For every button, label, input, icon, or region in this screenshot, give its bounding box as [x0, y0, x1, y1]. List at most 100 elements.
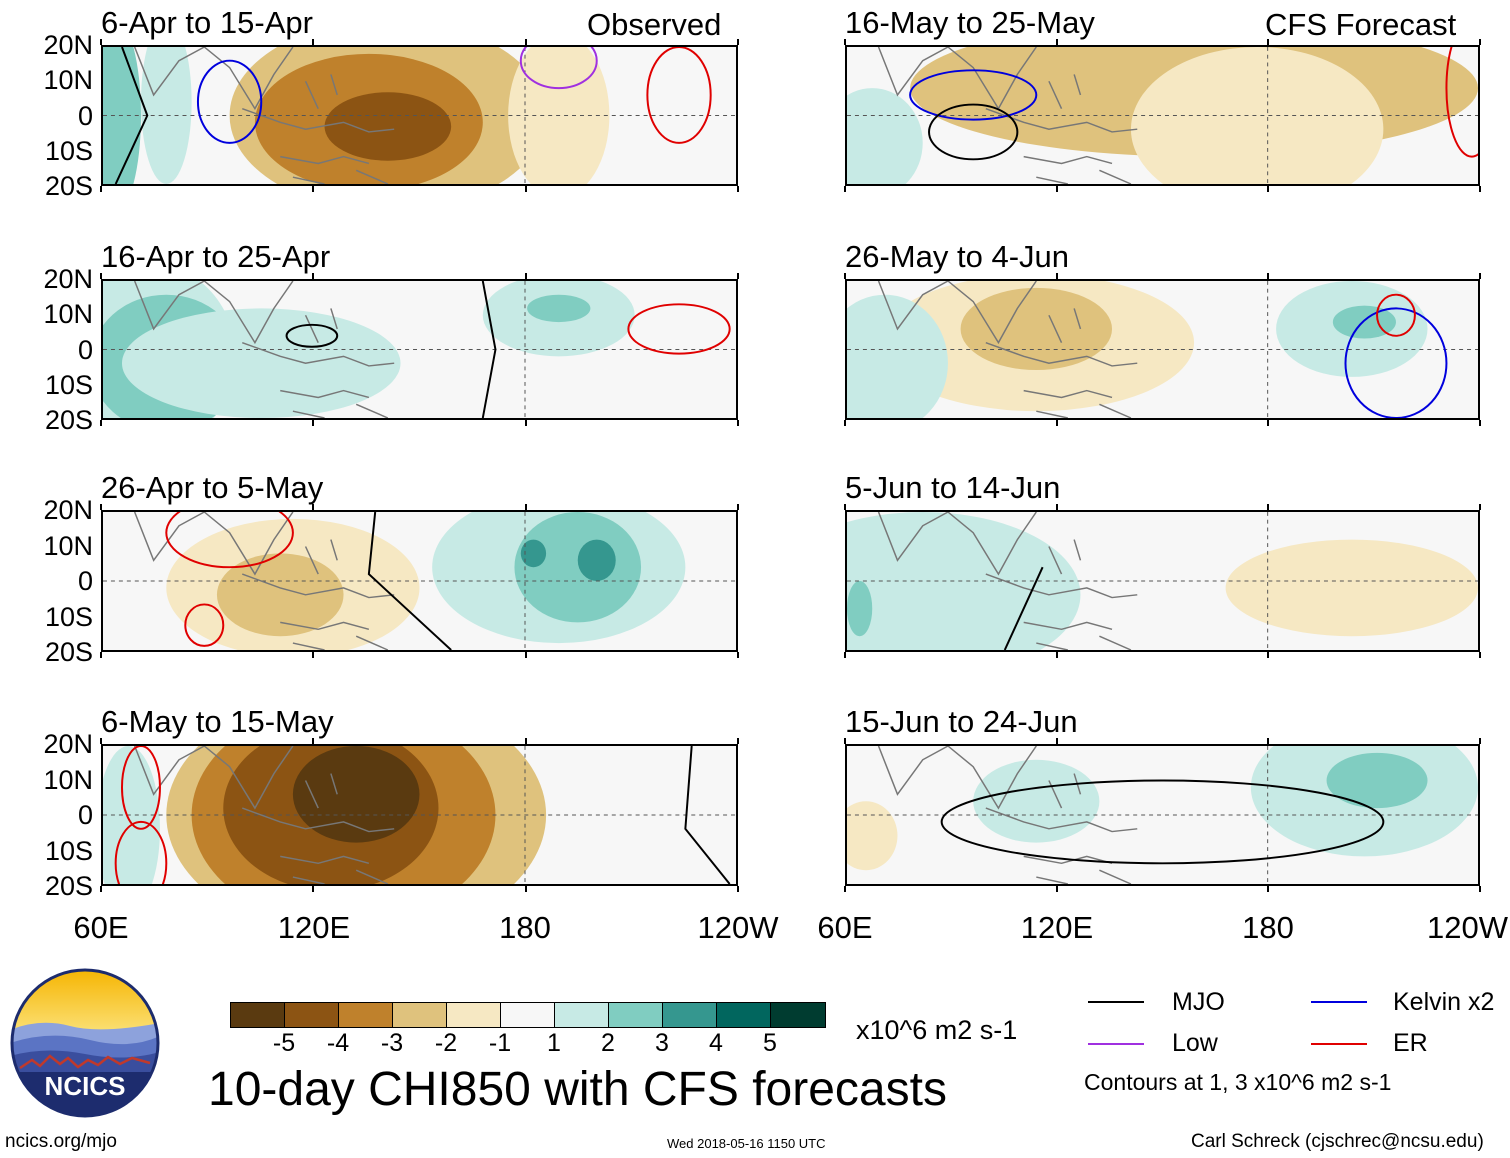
- axis-tick: [1267, 273, 1270, 279]
- wave-contour: [196, 59, 263, 144]
- wave-contour: [184, 603, 225, 647]
- panel-title: 15-Jun to 24-Jun: [845, 704, 1078, 739]
- colorbar-tick-label: -5: [272, 1029, 296, 1057]
- axis-tick: [844, 273, 846, 279]
- axis-tick: [524, 186, 527, 192]
- colorbar-tick-label: -4: [326, 1029, 350, 1057]
- axis-tick: [524, 738, 527, 744]
- field-map: [103, 512, 736, 650]
- legend-low: Low: [1172, 1029, 1218, 1057]
- axis-tick: [1267, 420, 1270, 426]
- axis-tick: [100, 273, 102, 279]
- lat-label: 10S: [44, 135, 93, 166]
- mjo-contour: [367, 512, 452, 650]
- axis-tick: [312, 186, 315, 192]
- axis-tick: [100, 886, 102, 892]
- map-panel: [101, 744, 738, 886]
- colorbar-tick-label: 2: [601, 1029, 615, 1057]
- axis-tick: [312, 39, 315, 45]
- axis-tick: [100, 186, 102, 192]
- axis-tick: [844, 886, 846, 892]
- chi-anomaly-region: [847, 581, 873, 637]
- axis-tick: [737, 273, 739, 279]
- axis-tick: [1267, 39, 1270, 45]
- axis-tick: [1055, 420, 1058, 426]
- coastline: [133, 512, 395, 650]
- coastline: [133, 47, 395, 184]
- axis-tick: [737, 886, 739, 892]
- axis-tick: [100, 420, 102, 426]
- chi-anomaly-region: [1225, 539, 1478, 637]
- axis-tick: [1267, 186, 1270, 192]
- axis-tick: [1055, 652, 1058, 658]
- chi-anomaly-region: [121, 308, 401, 418]
- panel-title: 16-May to 25-May: [845, 5, 1095, 40]
- colorbar-tick-label: 1: [547, 1029, 561, 1057]
- ncics-logo: NCICS: [10, 968, 160, 1118]
- axis-tick: [100, 504, 102, 510]
- chi-anomaly-region: [324, 92, 452, 161]
- colorbar-swatch: [231, 1003, 285, 1027]
- panel-title: 26-Apr to 5-May: [101, 470, 324, 505]
- field-map: [847, 47, 1478, 184]
- low-line-swatch: [1088, 1043, 1144, 1045]
- chi-anomaly-region: [292, 746, 420, 843]
- colorbar-swatch: [339, 1003, 393, 1027]
- axis-tick: [524, 273, 527, 279]
- axis-tick: [737, 39, 739, 45]
- axis-tick: [100, 652, 102, 658]
- legend-er: ER: [1393, 1029, 1428, 1057]
- coastline: [877, 512, 1138, 650]
- coastline: [877, 281, 1138, 418]
- er-line-swatch: [1311, 1043, 1367, 1045]
- axis-tick: [524, 652, 527, 658]
- field-map: [103, 281, 736, 418]
- chi-anomaly-region: [514, 512, 642, 623]
- chi-anomaly-region: [847, 801, 898, 871]
- lat-label: 20S: [44, 637, 93, 667]
- axis-tick: [524, 420, 527, 426]
- lon-label: 60E: [73, 910, 129, 945]
- lon-label: 120E: [1020, 910, 1094, 945]
- lat-label: 10N: [43, 65, 93, 96]
- map-panel: [101, 279, 738, 420]
- axis-tick: [1479, 420, 1481, 426]
- lat-label: 20N: [43, 30, 93, 60]
- wave-contour: [627, 303, 731, 355]
- chi-anomaly-region: [527, 294, 591, 323]
- wave-contour: [121, 746, 161, 830]
- lon-label: 120W: [697, 910, 779, 945]
- colorbar-swatch: [609, 1003, 663, 1027]
- axis-tick: [312, 420, 315, 426]
- lat-label: 0: [77, 800, 93, 830]
- legend-mjo: MJO: [1172, 988, 1225, 1016]
- panel-title: 16-Apr to 25-Apr: [101, 239, 331, 274]
- wave-contour: [646, 47, 712, 144]
- footer-url: ncics.org/mjo: [5, 1131, 117, 1152]
- lat-label: 20S: [44, 171, 93, 201]
- field-map: [847, 746, 1478, 884]
- colorbar-swatch: [663, 1003, 717, 1027]
- wave-contour: [928, 103, 1019, 161]
- colorbar-tick-label: 5: [763, 1029, 777, 1057]
- colorbar-swatch: [771, 1003, 825, 1027]
- lat-label: 20S: [44, 871, 93, 901]
- colorbar-swatch: [555, 1003, 609, 1027]
- map-panel: [845, 45, 1480, 186]
- mjo-line-swatch: [1088, 1001, 1144, 1003]
- field-map: [103, 746, 736, 884]
- axis-tick: [1267, 886, 1270, 892]
- figure-title: 10-day CHI850 with CFS forecasts: [208, 1063, 947, 1116]
- lat-label: 10N: [43, 530, 93, 561]
- wave-contour: [165, 512, 294, 569]
- axis-tick: [1055, 738, 1058, 744]
- axis-tick: [1055, 39, 1058, 45]
- lat-label: 10S: [44, 601, 93, 632]
- axis-tick: [524, 39, 527, 45]
- axis-tick: [100, 738, 102, 744]
- observed-tag: Observed: [587, 7, 722, 42]
- lat-label: 20N: [43, 264, 93, 294]
- colorbar-tick-label: 4: [709, 1029, 723, 1057]
- axis-tick: [1479, 738, 1481, 744]
- colorbar-tick-label: -3: [380, 1029, 404, 1057]
